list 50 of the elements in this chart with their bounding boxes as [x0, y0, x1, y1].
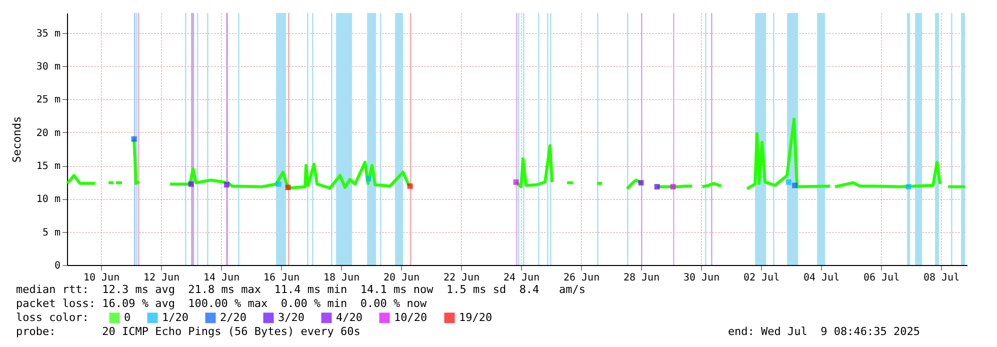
point — [786, 179, 792, 185]
y-tick-label: 35 m — [36, 28, 60, 40]
y-tick-label: 15 m — [36, 161, 60, 172]
point — [638, 180, 644, 186]
legend-label: 10/20 — [394, 310, 428, 324]
legend-label: 3/20 — [278, 310, 304, 324]
point — [276, 181, 282, 187]
y-tick-label: 10 m — [36, 194, 60, 206]
x-tick-label: 22 Jun — [443, 272, 480, 284]
x-tick-label: 16 Jun — [263, 272, 300, 284]
y-axis-title: Seconds — [10, 116, 24, 163]
point — [513, 179, 519, 185]
point — [131, 136, 137, 142]
point — [670, 184, 676, 190]
x-tick-label: 24 Jun — [503, 272, 540, 284]
legend-label: 0 — [124, 310, 131, 324]
y-tick-label: 0 — [54, 260, 60, 272]
y-tick-label: 25 m — [36, 94, 60, 106]
y-tick-label: 30 m — [36, 62, 60, 73]
point — [366, 176, 372, 182]
x-tick-label: 20 Jun — [383, 272, 420, 284]
point — [792, 182, 798, 188]
point — [224, 182, 230, 188]
point — [407, 183, 413, 189]
point — [906, 184, 912, 190]
legend-label: 4/20 — [336, 310, 362, 324]
x-tick-label: 26 Jun — [563, 272, 600, 284]
text: median rtt: 12.3 ms avg 21.8 ms max 11.4 ms min 14.1 ms now 1.5 ms sd 8.4 am/s — [16, 283, 586, 296]
x-tick-label: 02 Jul — [743, 272, 780, 284]
legend-label: 19/20 — [459, 310, 492, 324]
legend-label: 1/20 — [162, 310, 188, 324]
x-tick-label: 06 Jul — [863, 272, 900, 284]
point — [654, 184, 660, 190]
point — [188, 181, 194, 187]
x-tick-label: 10 Jun — [83, 272, 120, 284]
legend-title: loss color: — [16, 311, 89, 324]
text: end: Wed Jul 9 08:46:35 2025 — [728, 325, 920, 338]
x-tick-label: 30 Jun — [683, 272, 720, 284]
text: probe: 20 ICMP Echo Pings (56 Bytes) every 60s — [16, 325, 360, 338]
text: packet loss: 16.09 % avg 100.00 % max 0.00 % min 0.00 % now — [16, 297, 427, 310]
x-tick-label: 28 Jun — [623, 272, 660, 284]
point — [285, 184, 291, 190]
legend-label: 2/20 — [220, 310, 246, 324]
y-tick-label: 5 m — [42, 227, 60, 238]
x-tick-label: 12 Jun — [143, 272, 180, 284]
x-tick-label: 18 Jun — [323, 272, 360, 284]
y-tick-label: 20 m — [36, 128, 60, 139]
x-tick-label: 14 Jun — [203, 272, 240, 284]
x-tick-label: 08 Jul — [923, 272, 960, 284]
x-tick-label: 04 Jul — [803, 272, 840, 284]
